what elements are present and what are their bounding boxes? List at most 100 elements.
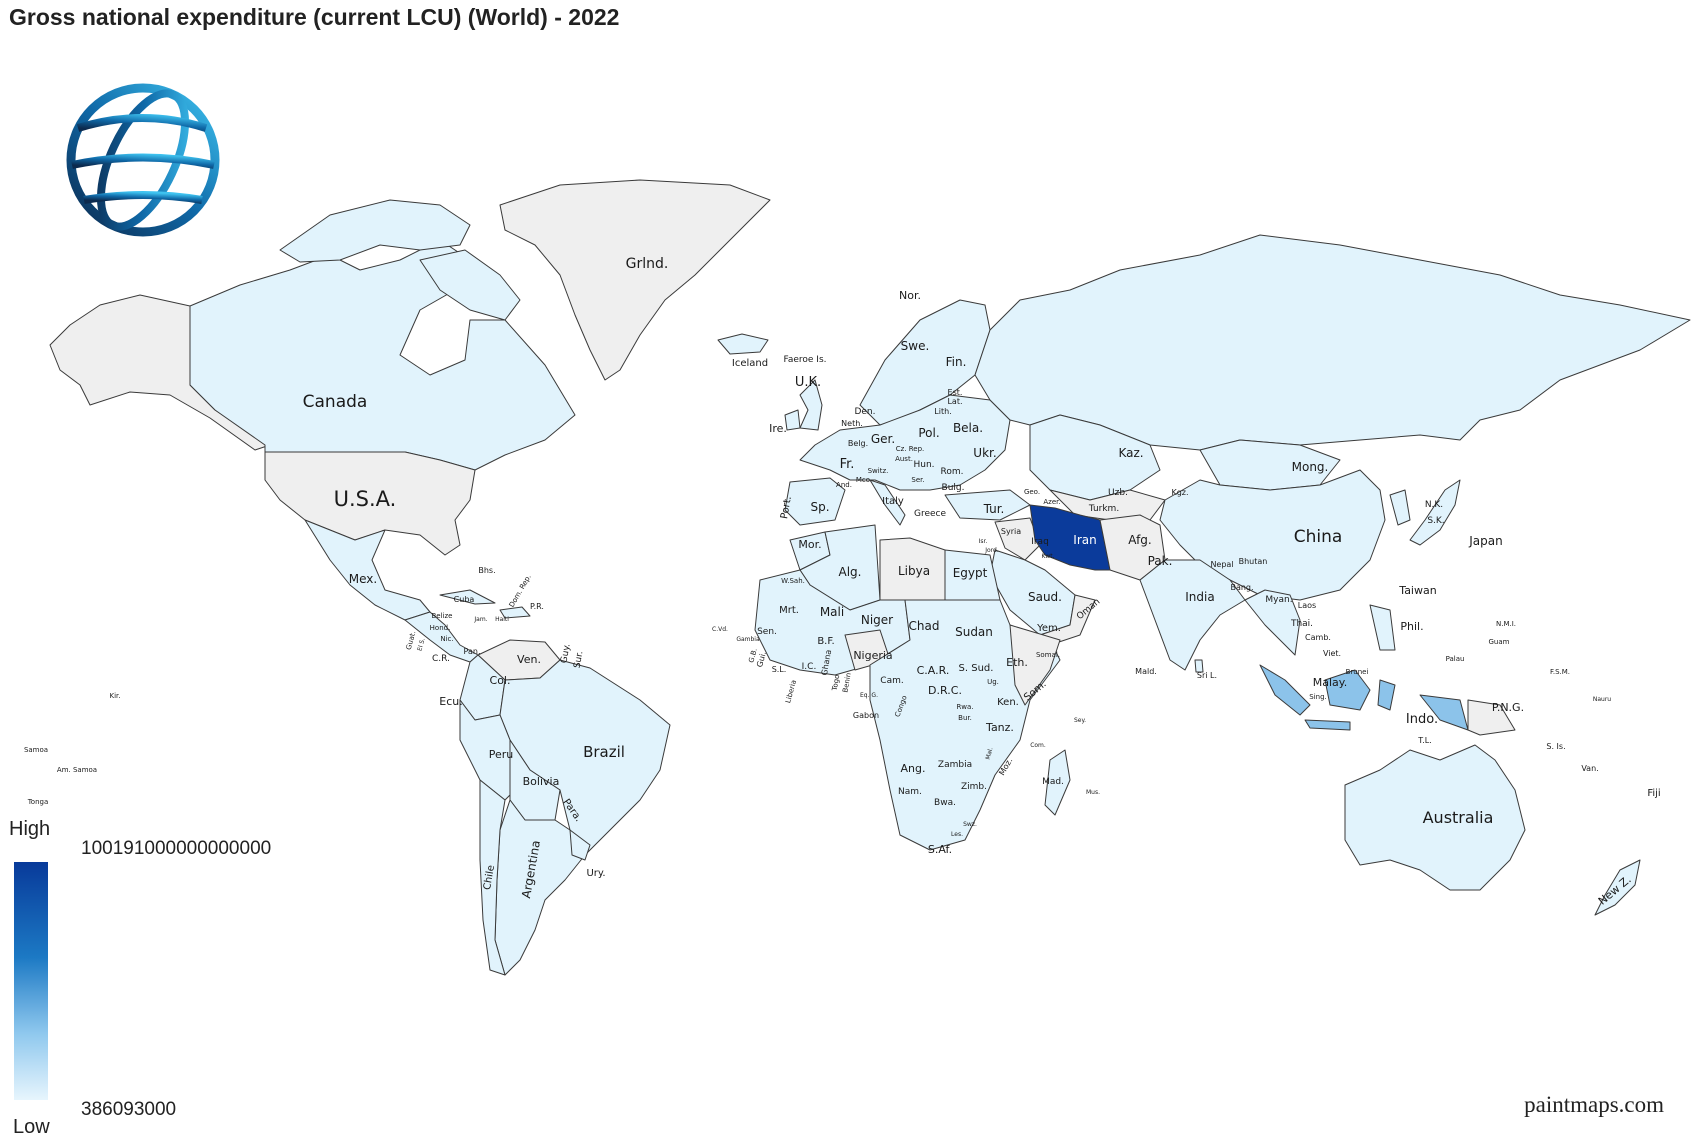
label-netherlands: Neth.: [841, 419, 863, 428]
label-chile: Chile: [482, 864, 497, 891]
label-turkmenistan: Turkm.: [1088, 504, 1119, 514]
label-brazil: Brazil: [583, 743, 625, 761]
label-libya: Libya: [898, 564, 930, 578]
label-eswatini: Swz.: [963, 821, 977, 828]
country-greenland: [499, 179, 771, 381]
label-sudan: Sudan: [955, 625, 993, 639]
label-syria: Syria: [1001, 527, 1021, 536]
label-comoros: Com.: [1030, 742, 1046, 749]
country-japan: [1409, 479, 1461, 546]
country-png: [1467, 699, 1516, 736]
label-belgium: Belg.: [848, 439, 868, 448]
label-faroe: Faeroe Is.: [783, 355, 826, 365]
country-iraq-syria: [994, 517, 1041, 561]
label-cuba: Cuba: [454, 595, 475, 604]
label-afghanistan: Afg.: [1128, 533, 1151, 547]
label-cambodia: Camb.: [1305, 633, 1331, 642]
country-korea: [1389, 489, 1411, 526]
label-pakistan: Pak.: [1148, 554, 1173, 568]
label-haiti: Haiti: [495, 616, 509, 623]
label-india: India: [1185, 590, 1214, 604]
label-bhutan: Bhutan: [1239, 557, 1268, 566]
label-samoa: Samoa: [24, 746, 48, 754]
label-pr: P.R.: [530, 602, 544, 611]
label-bahamas: Bhs.: [478, 566, 495, 575]
label-ssudan: S. Sud.: [959, 663, 994, 674]
legend-high-label: High: [9, 818, 51, 840]
legend-color-bar: [14, 862, 48, 1100]
label-italy: Italy: [882, 496, 904, 507]
label-kuwait: Kwt.: [1041, 553, 1054, 560]
label-switzerland: Switz.: [868, 467, 889, 475]
label-romania: Rom.: [941, 467, 964, 477]
label-png: P.N.G.: [1492, 701, 1524, 714]
label-tanzania: Tanz.: [985, 721, 1014, 734]
label-finland: Fin.: [946, 355, 967, 369]
label-ethiopia: Eth.: [1006, 656, 1028, 669]
country-uk: [799, 379, 823, 431]
label-tonga: Tonga: [27, 798, 49, 806]
legend-min-value: 386093000: [81, 1099, 177, 1120]
label-uk: U.K.: [795, 375, 821, 390]
label-gabon: Gabon: [853, 711, 879, 720]
label-saudi: Saud.: [1028, 590, 1062, 604]
country-turkey: [944, 489, 1031, 521]
label-timor: T.L.: [1417, 736, 1431, 745]
label-zambia: Zambia: [938, 760, 972, 770]
label-rwanda: Rwa.: [956, 703, 973, 711]
country-china: [1159, 469, 1386, 601]
label-liberia: Liberia: [784, 679, 798, 704]
label-ukraine: Ukr.: [973, 446, 996, 460]
label-namibia: Nam.: [898, 787, 922, 797]
country-alaska: [49, 294, 271, 451]
label-japan: Japan: [1468, 534, 1502, 548]
label-ghana: Ghana: [820, 649, 833, 676]
label-indonesia: Indo.: [1406, 712, 1438, 727]
label-iraq: Iraq: [1031, 537, 1049, 547]
label-jamaica: Jam.: [473, 616, 487, 623]
label-azerbaijan: Azer.: [1043, 498, 1060, 506]
label-serbia: Ser.: [911, 476, 924, 484]
label-kiribati: Kir.: [110, 692, 121, 700]
label-france: Fr.: [840, 457, 855, 472]
label-ireland: Ire.: [769, 422, 787, 435]
label-portugal: Port.: [779, 495, 794, 520]
credit-text: paintmaps.com: [1524, 1092, 1664, 1117]
country-haiti-dr: [499, 606, 531, 619]
label-mexico: Mex.: [349, 572, 377, 586]
label-sweden: Swe.: [901, 339, 930, 353]
label-belarus: Bela.: [953, 421, 983, 435]
label-poland: Pol.: [918, 426, 939, 440]
country-indonesia-sumatra: [1259, 664, 1311, 716]
label-senegal: Sen.: [757, 627, 777, 637]
label-maldives: Mald.: [1135, 667, 1157, 676]
country-ireland: [784, 409, 801, 431]
land-layer: [49, 179, 1691, 976]
country-sri-lanka: [1194, 659, 1204, 673]
label-zimbabwe: Zimb.: [961, 782, 987, 792]
label-estonia: Est.: [948, 388, 963, 397]
country-mexico: [304, 519, 431, 621]
country-india: [1139, 559, 1246, 671]
country-russia: [974, 234, 1691, 451]
country-italy: [869, 479, 906, 526]
label-latvia: Lat.: [947, 397, 962, 406]
label-togo: Togo: [831, 674, 842, 692]
country-chile: [479, 779, 506, 976]
label-iceland: Iceland: [732, 358, 768, 369]
country-spain-portugal: [784, 477, 846, 526]
label-mongolia: Mong.: [1292, 460, 1329, 474]
label-bolivia: Bolivia: [523, 775, 560, 788]
label-srilanka: Sri L.: [1197, 671, 1217, 680]
legend-max-value: 100191000000000000: [81, 838, 272, 859]
country-java: [1304, 719, 1351, 731]
label-cameroon: Cam.: [880, 676, 903, 686]
label-angola: Ang.: [901, 762, 926, 775]
label-canada: Canada: [303, 392, 368, 412]
label-gb: G.B.: [747, 647, 759, 663]
label-andorra: And.: [836, 481, 852, 489]
label-kenya: Ken.: [997, 697, 1019, 708]
label-suriname: Sur.: [573, 650, 586, 669]
label-germany: Ger.: [871, 432, 895, 446]
